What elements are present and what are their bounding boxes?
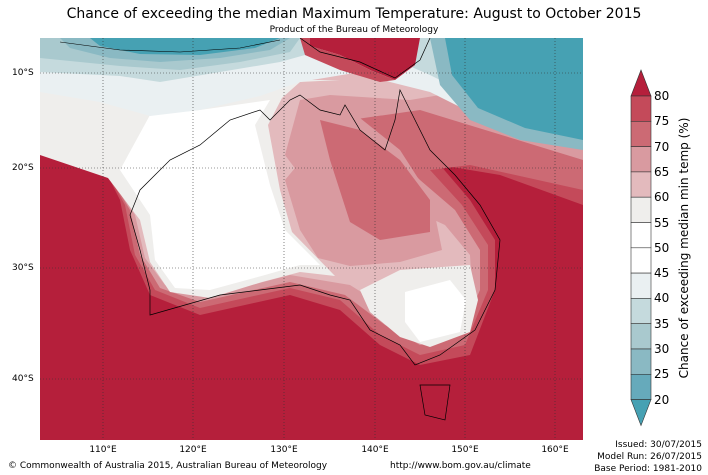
lat-label: 30°S <box>12 263 34 273</box>
colorbar-segment <box>630 146 652 173</box>
lon-label: 140°E <box>361 445 389 455</box>
colorbar-segment <box>630 373 652 400</box>
copyright-text: © Commonwealth of Australia 2015, Austra… <box>8 461 328 471</box>
lon-label: 110°E <box>89 445 117 455</box>
issue-info: Issued: 30/07/2015 Model Run: 26/07/2015… <box>594 439 702 475</box>
colorbar-tick-label: 55 <box>654 215 670 230</box>
contour-below-20-northeast <box>445 38 583 140</box>
colorbar-segment <box>630 272 652 299</box>
lon-label: 160°E <box>541 445 569 455</box>
probability-map <box>40 38 583 440</box>
colorbar-tick-label: 75 <box>654 114 670 129</box>
colorbar-tick-label: 60 <box>654 190 670 205</box>
lat-label: 10°S <box>12 68 34 78</box>
lon-label: 130°E <box>270 445 298 455</box>
colorbar-tick-label: 40 <box>654 291 670 306</box>
colorbar-tick-label: 70 <box>654 139 670 154</box>
colorbar-tick-label: 30 <box>654 342 670 356</box>
graticule <box>40 38 583 440</box>
colorbar-segment <box>630 95 652 122</box>
lat-label: 40°S <box>12 374 34 384</box>
colorbar-segment <box>630 323 652 350</box>
lat-label: 20°S <box>12 163 34 173</box>
colorbar-tick-label: 35 <box>654 316 670 331</box>
lon-label: 120°E <box>179 445 207 455</box>
chart-subtitle: Product of the Bureau of Meteorology <box>269 25 439 35</box>
chart-title: Chance of exceeding the median Maximum T… <box>66 6 642 22</box>
australia-coastline <box>129 88 501 366</box>
colorbar-tick-label: 65 <box>654 164 670 179</box>
colorbar-segment <box>630 222 652 249</box>
colorbar-segment <box>630 171 652 198</box>
contour-75-new-guinea <box>300 38 395 82</box>
indonesia-coastline <box>59 39 281 53</box>
issued-date: Issued: 30/07/2015 <box>615 440 702 450</box>
tasmania-coastline <box>419 384 451 421</box>
colorbar <box>630 69 652 427</box>
colorbar-segment <box>630 247 652 274</box>
colorbar-segment <box>630 298 652 324</box>
new-guinea-coastline <box>299 38 431 79</box>
website-link[interactable]: http://www.bom.gov.au/climate <box>390 461 531 471</box>
colorbar-segment <box>630 196 652 223</box>
colorbar-tick-label: 25 <box>654 367 670 382</box>
base-period: Base Period: 1981-2010 <box>594 464 702 474</box>
colorbar-segment <box>630 348 652 375</box>
colorbar-extend-max <box>630 69 652 97</box>
colorbar-segment <box>630 120 652 147</box>
model-run-date: Model Run: 26/07/2015 <box>597 452 702 462</box>
colorbar-tick-label: 20 <box>654 392 670 407</box>
colorbar-tick-label: 45 <box>654 266 670 281</box>
contour-50-southeast <box>405 280 466 342</box>
colorbar-extend-min <box>630 399 652 427</box>
colorbar-tick-label: 50 <box>654 240 670 255</box>
contour-80-new-guinea <box>310 38 420 80</box>
contour-50 <box>120 100 320 290</box>
colorbar-tick-label: 80 <box>654 89 670 103</box>
lon-label: 150°E <box>451 445 479 455</box>
colorbar-title: Chance of exceeding median min temp (%) <box>677 117 691 379</box>
